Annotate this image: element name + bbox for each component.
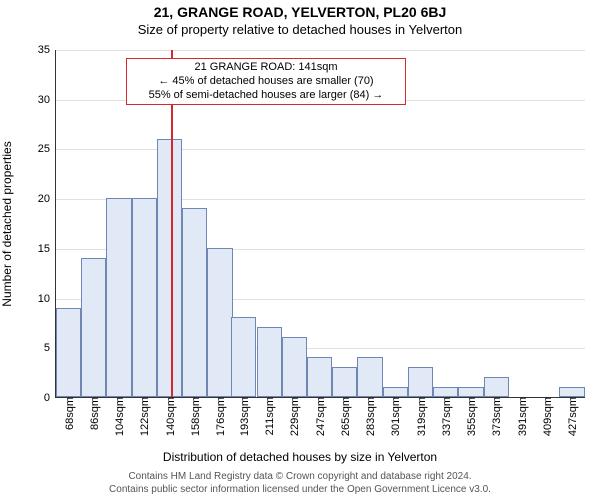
x-tick-label: 104sqm bbox=[112, 397, 126, 436]
y-tick-label: 0 bbox=[44, 392, 56, 404]
histogram-bar bbox=[257, 327, 282, 397]
plot-area: 0510152025303568sqm86sqm104sqm122sqm140s… bbox=[55, 50, 585, 398]
x-tick-label: 301sqm bbox=[388, 397, 402, 436]
histogram-bar bbox=[182, 208, 207, 397]
x-tick-label: 140sqm bbox=[163, 397, 177, 436]
chart-container: 21, GRANGE ROAD, YELVERTON, PL20 6BJ Siz… bbox=[0, 0, 600, 500]
caption-box: 21 GRANGE ROAD: 141sqm← 45% of detached … bbox=[126, 58, 406, 105]
y-tick-label: 20 bbox=[38, 193, 56, 205]
x-axis-label: Distribution of detached houses by size … bbox=[163, 450, 437, 464]
chart-subtitle: Size of property relative to detached ho… bbox=[0, 22, 600, 37]
caption-line: 55% of semi-detached houses are larger (… bbox=[133, 89, 399, 103]
histogram-bar bbox=[106, 198, 131, 397]
chart-title: 21, GRANGE ROAD, YELVERTON, PL20 6BJ bbox=[0, 4, 600, 20]
y-tick-label: 15 bbox=[38, 243, 56, 255]
x-tick-label: 229sqm bbox=[287, 397, 301, 436]
histogram-bar bbox=[408, 367, 433, 397]
x-tick-label: 247sqm bbox=[313, 397, 327, 436]
caption-line: ← 45% of detached houses are smaller (70… bbox=[133, 75, 399, 89]
x-tick-label: 373sqm bbox=[489, 397, 503, 436]
y-tick-label: 30 bbox=[38, 94, 56, 106]
x-tick-label: 68sqm bbox=[62, 397, 76, 430]
footer-line-2: Contains public sector information licen… bbox=[0, 484, 600, 497]
x-tick-label: 122sqm bbox=[137, 397, 151, 436]
footer-line-1: Contains HM Land Registry data © Crown c… bbox=[0, 471, 600, 484]
y-axis-label: Number of detached properties bbox=[0, 141, 14, 306]
histogram-bar bbox=[458, 387, 483, 397]
histogram-bar bbox=[433, 387, 458, 397]
histogram-bar bbox=[231, 317, 256, 397]
histogram-bar bbox=[559, 387, 584, 397]
x-tick-label: 176sqm bbox=[213, 397, 227, 436]
histogram-bar bbox=[484, 377, 509, 397]
grid-line bbox=[56, 149, 585, 150]
histogram-bar bbox=[282, 337, 307, 397]
chart-footer: Contains HM Land Registry data © Crown c… bbox=[0, 471, 600, 496]
histogram-bar bbox=[56, 308, 81, 397]
histogram-bar bbox=[132, 198, 157, 397]
caption-line: 21 GRANGE ROAD: 141sqm bbox=[133, 61, 399, 75]
x-tick-label: 283sqm bbox=[363, 397, 377, 436]
x-tick-label: 427sqm bbox=[565, 397, 579, 436]
x-tick-label: 86sqm bbox=[87, 397, 101, 430]
y-tick-label: 25 bbox=[38, 143, 56, 155]
x-tick-label: 391sqm bbox=[515, 397, 529, 436]
x-tick-label: 319sqm bbox=[414, 397, 428, 436]
histogram-bar bbox=[157, 139, 182, 398]
x-tick-label: 211sqm bbox=[262, 397, 276, 435]
histogram-bar bbox=[307, 357, 332, 397]
x-tick-label: 193sqm bbox=[237, 397, 251, 436]
x-tick-label: 265sqm bbox=[338, 397, 352, 436]
histogram-bar bbox=[383, 387, 408, 397]
y-tick-label: 10 bbox=[38, 293, 56, 305]
x-tick-label: 158sqm bbox=[188, 397, 202, 436]
x-tick-label: 337sqm bbox=[439, 397, 453, 436]
grid-line bbox=[56, 50, 585, 51]
histogram-bar bbox=[207, 248, 232, 397]
y-tick-label: 35 bbox=[38, 44, 56, 56]
y-tick-label: 5 bbox=[44, 342, 56, 354]
histogram-bar bbox=[332, 367, 357, 397]
histogram-bar bbox=[357, 357, 382, 397]
x-tick-label: 355sqm bbox=[464, 397, 478, 436]
x-tick-label: 409sqm bbox=[540, 397, 554, 436]
histogram-bar bbox=[81, 258, 106, 397]
